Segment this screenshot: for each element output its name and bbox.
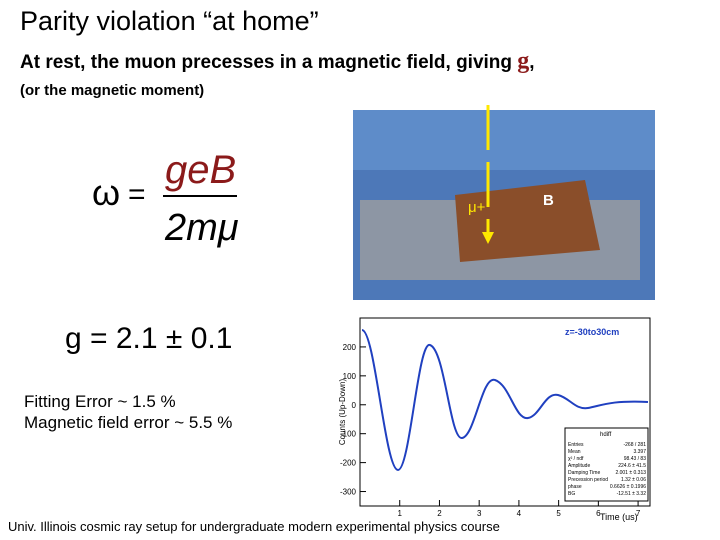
stats-title: hdiff xyxy=(600,432,612,438)
y-tick-label: 0 xyxy=(352,401,357,410)
subtitle: At rest, the muon precesses in a magneti… xyxy=(20,48,535,75)
field-label: B xyxy=(543,192,554,209)
formula: ω = geB 2mμ xyxy=(92,148,239,249)
equals: = xyxy=(128,178,146,211)
x-axis-label: Time (us) xyxy=(600,512,638,522)
arrow xyxy=(482,232,494,244)
plot: 200 100 0 -100 -200 -300 1 2 3 4 5 6 7 Counts (Up-Dow… xyxy=(338,317,651,522)
fit-curve xyxy=(361,329,649,472)
g-symbol: g xyxy=(517,48,530,74)
y-tick-label: 100 xyxy=(343,372,357,381)
title: Parity violation “at home” xyxy=(20,6,319,36)
stats-value: 3.397 xyxy=(633,449,646,455)
subtitle-text: At rest, the muon precesses in a magneti… xyxy=(20,52,518,73)
x-tick-label: 6 xyxy=(596,509,601,518)
stats-name: Mean xyxy=(568,449,581,455)
muon-label: μ+ xyxy=(468,199,486,216)
region-label: z=-30to30cm xyxy=(565,327,619,337)
stats-value: 0.6626 ± 0.1996 xyxy=(610,484,646,490)
stats-box xyxy=(564,427,649,502)
numerator: geB xyxy=(165,148,236,192)
y-axis-label: Counts (Up-Down) xyxy=(338,379,347,446)
stats-name: Damping Time xyxy=(568,470,600,476)
stats-value: 1.32 ± 0.06 xyxy=(621,477,646,483)
g-result: g = 2.1 ± 0.1 xyxy=(65,322,233,355)
y-tick-label: -300 xyxy=(340,488,357,497)
x-tick-label: 1 xyxy=(397,509,402,518)
stats-name: Amplitude xyxy=(568,463,590,469)
denominator: 2mμ xyxy=(164,207,239,249)
note: (or the magnetic moment) xyxy=(20,82,205,99)
y-tick-label: 200 xyxy=(343,343,357,352)
stats-value: -12.51 ± 3.32 xyxy=(617,491,647,497)
stats-name: phase xyxy=(568,484,582,490)
y-tick-label: -100 xyxy=(340,430,357,439)
footer: Univ. Illinois cosmic ray setup for unde… xyxy=(8,519,500,534)
error-line: Magnetic field error ~ 5.5 % xyxy=(24,413,233,432)
x-tick-label: 3 xyxy=(477,509,482,518)
stats-value: 2.001 ± 0.313 xyxy=(615,470,646,476)
x-tick-label: 7 xyxy=(636,509,641,518)
y-tick-label: -200 xyxy=(340,459,357,468)
stats-name: BG xyxy=(568,491,575,497)
error-line: Fitting Error ~ 1.5 % xyxy=(24,392,176,411)
omega: ω xyxy=(92,172,120,213)
subtitle-end: , xyxy=(529,52,535,73)
stats-value: 98.43 / 83 xyxy=(624,456,646,462)
apparatus-photo: μ+ B xyxy=(353,105,655,300)
x-tick-label: 5 xyxy=(556,509,561,518)
stats-value: -268 / 281 xyxy=(623,442,646,448)
stats-name: Precession period xyxy=(568,477,608,483)
photo-sky xyxy=(353,110,655,170)
x-tick-label: 2 xyxy=(437,509,442,518)
plate xyxy=(455,180,600,262)
stats-value: 224.6 ± 41.5 xyxy=(618,463,646,469)
x-tick-label: 4 xyxy=(517,509,522,518)
stats-name: χ² / ndf xyxy=(568,456,584,462)
stats-name: Entries xyxy=(568,442,584,448)
